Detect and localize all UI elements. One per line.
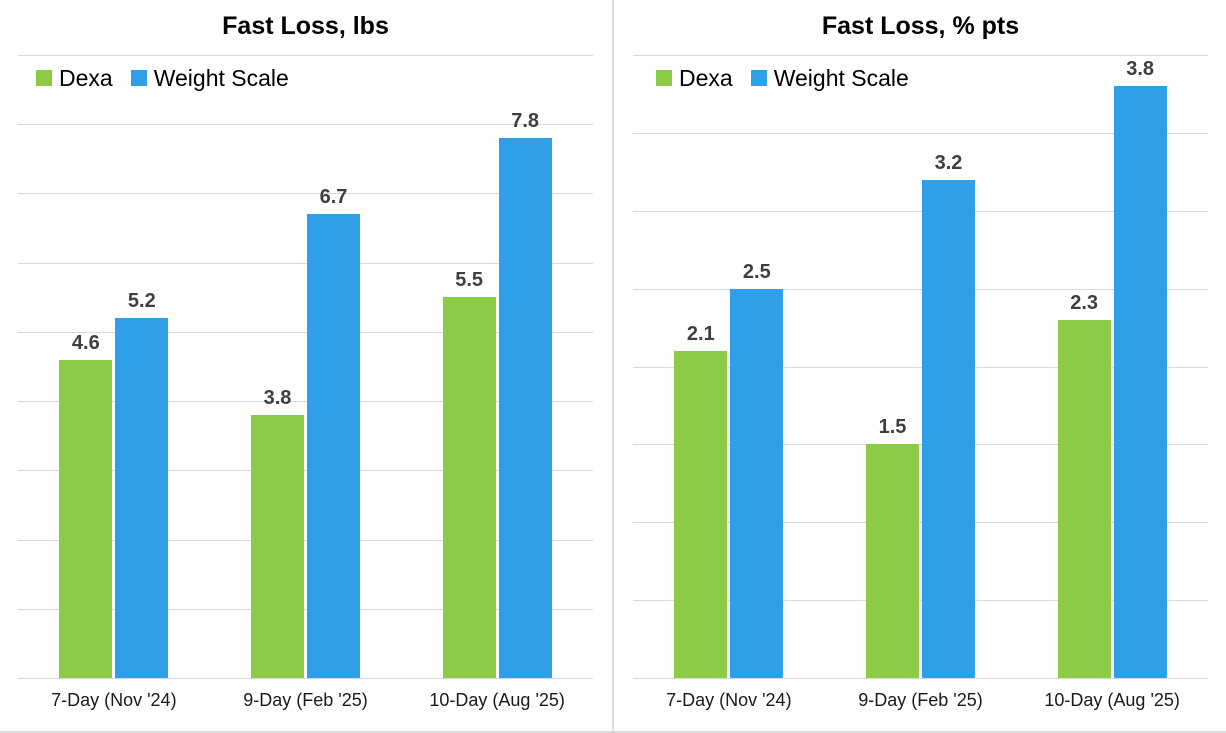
legend-item-weight-scale: Weight Scale xyxy=(750,64,909,91)
gridline xyxy=(633,132,1208,134)
data-label: 4.6 xyxy=(71,331,100,354)
gridline xyxy=(633,288,1208,290)
x-axis-label: 7-Day (Nov '24) xyxy=(666,690,792,710)
gridline xyxy=(18,401,593,403)
x-axis-labels: 7-Day (Nov '24) 9-Day (Feb '25) 10-Day (Au… xyxy=(0,690,613,716)
gridline xyxy=(18,262,593,264)
data-label: 3.8 xyxy=(263,386,292,409)
legend-item-weight-scale: Weight Scale xyxy=(130,64,289,91)
x-axis-line xyxy=(18,678,593,679)
gridline xyxy=(18,608,593,610)
bar-dexa xyxy=(442,297,496,678)
gridline xyxy=(633,210,1208,212)
bar-weight-scale xyxy=(498,138,552,678)
data-label: 3.2 xyxy=(934,151,963,174)
data-label: 7.8 xyxy=(511,110,540,133)
legend-item-dexa: Dexa xyxy=(36,64,113,91)
data-label: 6.7 xyxy=(319,186,348,209)
bar-dexa xyxy=(674,350,728,678)
data-label: 2.3 xyxy=(1070,291,1099,314)
bar-dexa xyxy=(59,359,113,678)
legend-item-dexa: Dexa xyxy=(656,64,733,91)
data-label: 5.2 xyxy=(127,290,156,313)
x-axis-label: 10-Day (Aug '25) xyxy=(429,690,565,710)
chart-panel-fast-loss-lbs: Fast Loss, lbs Dexa Weight Scale 4.6 5.2 3… xyxy=(0,12,613,716)
gridline xyxy=(633,600,1208,602)
gridline xyxy=(18,539,593,541)
dexa-legend-swatch xyxy=(36,70,52,86)
data-label: 2.5 xyxy=(742,260,771,283)
gridline xyxy=(633,444,1208,446)
bar-weight-scale xyxy=(730,288,784,678)
gridline xyxy=(633,522,1208,524)
plot-area: 4.6 5.2 3.8 6.7 5.5 7.8 xyxy=(18,55,593,679)
x-axis-labels: 7-Day (Nov '24) 9-Day (Feb '25) 10-Day (Au… xyxy=(613,690,1226,716)
x-axis-label: 7-Day (Nov '24) xyxy=(51,690,177,710)
bar-weight-scale xyxy=(307,214,360,678)
bottom-border-line xyxy=(0,731,1226,733)
data-label: 5.5 xyxy=(455,269,484,292)
gridline xyxy=(18,124,593,126)
x-axis-label: 9-Day (Feb '25) xyxy=(243,690,368,710)
gridline xyxy=(18,55,593,56)
legend: Dexa Weight Scale xyxy=(36,66,289,90)
gridline xyxy=(633,366,1208,368)
legend-label: Weight Scale xyxy=(153,64,289,91)
bar-dexa xyxy=(1057,319,1111,678)
legend-label: Weight Scale xyxy=(773,64,909,91)
legend: Dexa Weight Scale xyxy=(656,66,909,90)
plot-area: 2.1 2.5 1.5 3.2 2.3 3.8 xyxy=(633,55,1208,679)
chart-panel-fast-loss-pct-pts: Fast Loss, % pts Dexa Weight Scale 2.1 2.… xyxy=(613,0,1226,733)
x-axis-label: 10-Day (Aug '25) xyxy=(1044,690,1180,710)
gridline xyxy=(633,55,1208,56)
bar-weight-scale xyxy=(1113,86,1167,678)
weight-scale-legend-swatch xyxy=(750,70,767,86)
x-axis-label: 9-Day (Feb '25) xyxy=(858,690,983,710)
data-label: 1.5 xyxy=(878,416,907,439)
gridline xyxy=(18,331,593,333)
bar-dexa xyxy=(251,414,304,678)
bar-weight-scale xyxy=(922,179,975,678)
chart-title: Fast Loss, % pts xyxy=(821,12,1020,40)
gridline xyxy=(18,470,593,472)
data-label: 2.1 xyxy=(686,322,715,345)
weight-scale-legend-swatch xyxy=(130,70,147,86)
dexa-legend-swatch xyxy=(656,70,672,86)
bar-weight-scale xyxy=(115,318,169,678)
data-label: 3.8 xyxy=(1126,58,1155,81)
x-axis-line xyxy=(633,678,1208,679)
chart-title: Fast Loss, lbs xyxy=(222,12,389,40)
bar-dexa xyxy=(866,444,919,678)
legend-label: Dexa xyxy=(59,64,113,91)
legend-label: Dexa xyxy=(679,64,733,91)
panel-divider-line xyxy=(612,0,614,733)
gridline xyxy=(18,193,593,195)
